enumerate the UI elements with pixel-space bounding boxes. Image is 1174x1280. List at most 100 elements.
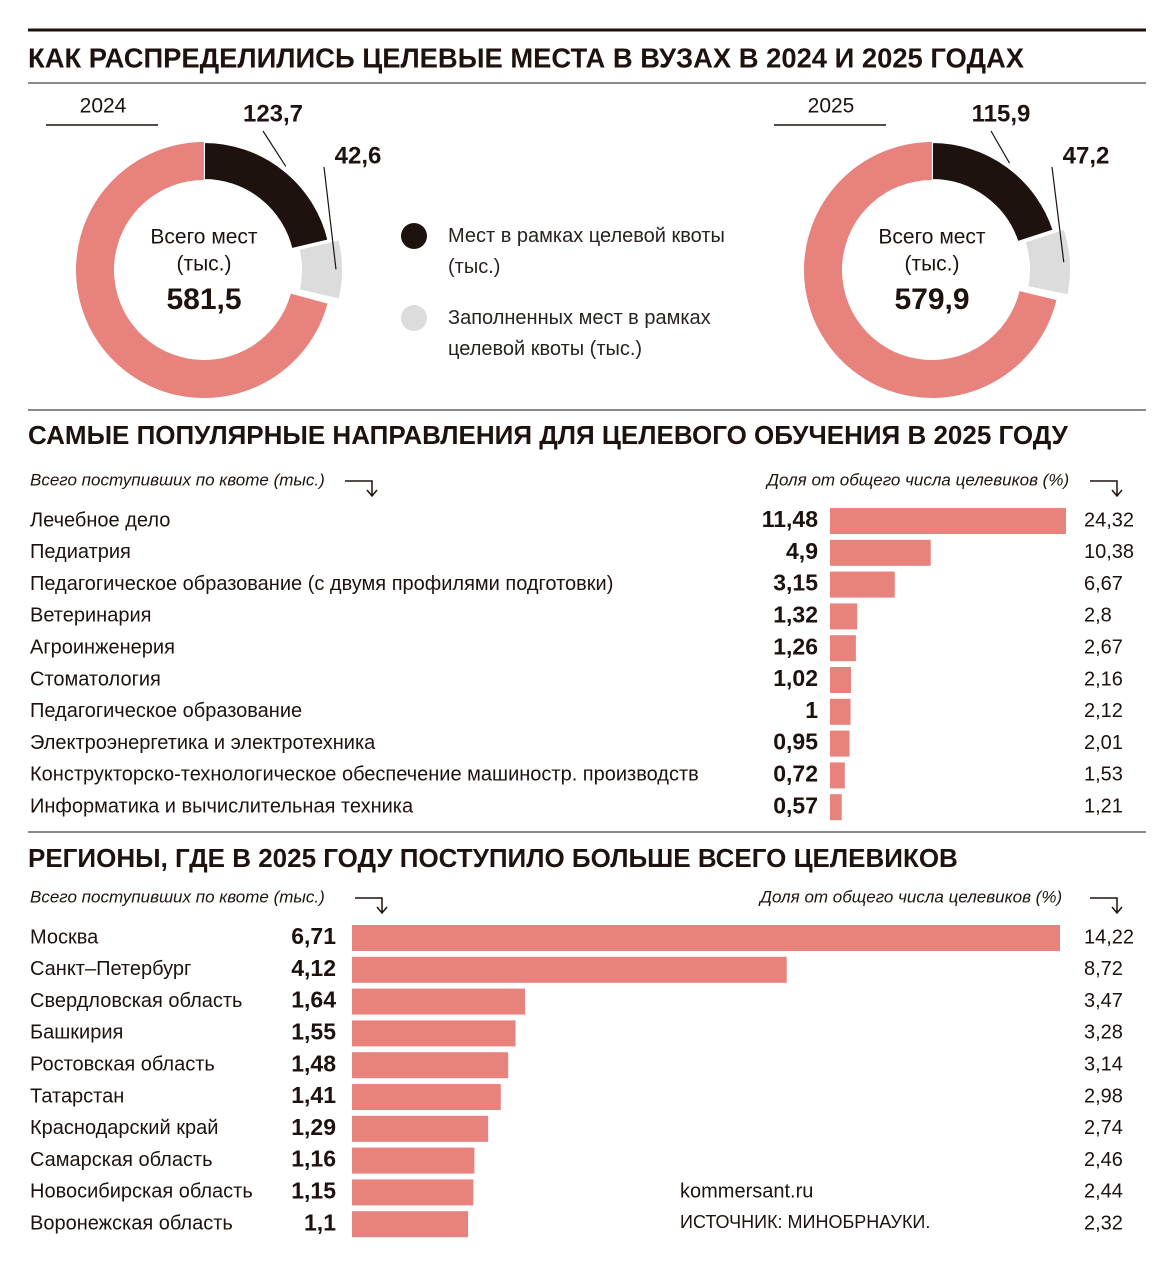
- value-label: 0,72: [773, 760, 818, 786]
- value-label: 0,57: [773, 792, 818, 818]
- value-label: 1: [805, 697, 818, 723]
- category-label: Новосибирская область: [30, 1181, 253, 1203]
- bar: [352, 956, 787, 983]
- bar: [830, 635, 856, 662]
- bar: [830, 508, 1066, 534]
- bar: [830, 762, 845, 789]
- bar: [352, 1020, 516, 1047]
- value-label: 1,29: [291, 1114, 336, 1140]
- value-label: 1,55: [291, 1018, 336, 1044]
- value-label: 1,1: [304, 1209, 336, 1235]
- share-label: 3,28: [1084, 1022, 1123, 1044]
- value-label: 1,41: [291, 1082, 336, 1108]
- category-label: Татарстан: [30, 1085, 124, 1107]
- arrow-icon: [1090, 480, 1123, 498]
- value-label: 47,2: [1063, 142, 1110, 169]
- value-label: 42,6: [335, 142, 382, 169]
- column-header: Доля от общего числа целевиков (%): [758, 887, 1062, 906]
- category-label: Ростовская область: [30, 1053, 215, 1075]
- share-label: 2,74: [1084, 1117, 1123, 1139]
- donut-rest: [75, 142, 328, 398]
- share-label: 2,16: [1084, 668, 1123, 690]
- category-label: Самарская область: [30, 1149, 213, 1171]
- value-label: 1,02: [773, 665, 818, 691]
- category-label: Стоматология: [30, 668, 161, 690]
- center-label: (тыс.): [904, 253, 959, 276]
- legend-marker: [401, 223, 427, 249]
- section-title: РЕГИОНЫ, ГДЕ В 2025 ГОДУ ПОСТУПИЛО БОЛЬШ…: [28, 843, 958, 873]
- donut-segment: [931, 140, 1055, 244]
- category-label: Агроинженерия: [30, 636, 175, 658]
- value-label: 4,9: [786, 538, 818, 564]
- legend-label: Заполненных мест в рамках целевой квоты …: [448, 307, 711, 360]
- donut-segment: [203, 140, 330, 251]
- bar: [352, 988, 526, 1015]
- total-label: 581,5: [166, 283, 241, 316]
- donut-segment: [1023, 227, 1072, 297]
- center-label: (тыс.): [176, 253, 231, 276]
- bar: [830, 794, 842, 821]
- arrow-icon: [355, 897, 388, 915]
- category-label: Педагогическое образование: [30, 700, 302, 722]
- share-label: 2,32: [1084, 1212, 1123, 1234]
- share-label: 8,72: [1084, 958, 1123, 980]
- donut-year: 2025: [808, 95, 855, 118]
- category-label: Педагогическое образование (с двумя проф…: [30, 573, 613, 595]
- column-header: Доля от общего числа целевиков (%): [765, 470, 1069, 489]
- leader-line: [1051, 166, 1065, 263]
- category-label: Информатика и вычислительная техника: [30, 795, 414, 817]
- column-header: Всего поступивших по квоте (тыс.): [30, 887, 325, 906]
- section-title: САМЫЕ ПОПУЛЯРНЫЕ НАПРАВЛЕНИЯ ДЛЯ ЦЕЛЕВОГ…: [28, 420, 1069, 450]
- share-label: 2,12: [1084, 700, 1123, 722]
- arrow-icon: [1090, 897, 1123, 915]
- donut-year: 2024: [80, 95, 127, 118]
- donut-rest: [803, 142, 1057, 399]
- category-label: Лечебное дело: [30, 509, 170, 531]
- bar: [352, 925, 1060, 951]
- share-label: 3,14: [1084, 1053, 1123, 1075]
- value-label: 1,48: [291, 1050, 336, 1076]
- share-label: 10,38: [1084, 541, 1134, 563]
- share-label: 2,8: [1084, 605, 1112, 627]
- share-label: 2,44: [1084, 1181, 1123, 1203]
- value-label: 4,12: [291, 955, 336, 981]
- value-label: 1,32: [773, 601, 818, 627]
- bar: [830, 539, 931, 566]
- value-label: 123,7: [243, 100, 303, 127]
- value-label: 1,15: [291, 1177, 336, 1203]
- category-label: Педиатрия: [30, 541, 131, 563]
- center-label: Всего мест: [150, 226, 258, 249]
- bar: [352, 1211, 469, 1238]
- bar: [352, 1084, 501, 1110]
- category-label: Конструкторско-технологическое обеспечен…: [30, 764, 699, 786]
- share-label: 1,53: [1084, 764, 1123, 786]
- share-label: 2,98: [1084, 1085, 1123, 1107]
- source-label: ИСТОЧНИК: МИНОБРНАУКИ.: [680, 1212, 930, 1232]
- share-label: 14,22: [1084, 926, 1134, 948]
- category-label: Краснодарский край: [30, 1117, 218, 1139]
- arrow-icon: [345, 480, 378, 498]
- bar: [830, 730, 850, 757]
- share-label: 2,67: [1084, 636, 1123, 658]
- legend-label: Мест в рамках целевой квоты (тыс.): [448, 225, 725, 278]
- donut-segment: [297, 238, 344, 301]
- value-label: 6,71: [291, 923, 336, 949]
- legend-marker: [401, 305, 427, 331]
- bar: [352, 1179, 474, 1206]
- category-label: Санкт–Петербург: [30, 958, 191, 980]
- value-label: 115,9: [972, 100, 1031, 127]
- value-label: 1,16: [291, 1146, 336, 1172]
- bar: [352, 1147, 475, 1174]
- bar: [352, 1052, 509, 1079]
- share-label: 24,32: [1084, 509, 1134, 531]
- bar: [830, 667, 851, 693]
- bar: [352, 1115, 489, 1142]
- share-label: 1,21: [1084, 795, 1123, 817]
- category-label: Воронежская область: [30, 1212, 233, 1234]
- share-label: 6,67: [1084, 573, 1123, 595]
- main-title: КАК РАСПРЕДЕЛИЛИСЬ ЦЕЛЕВЫЕ МЕСТА В ВУЗАХ…: [28, 42, 1024, 73]
- total-label: 579,9: [894, 283, 969, 316]
- leader-line: [262, 130, 287, 167]
